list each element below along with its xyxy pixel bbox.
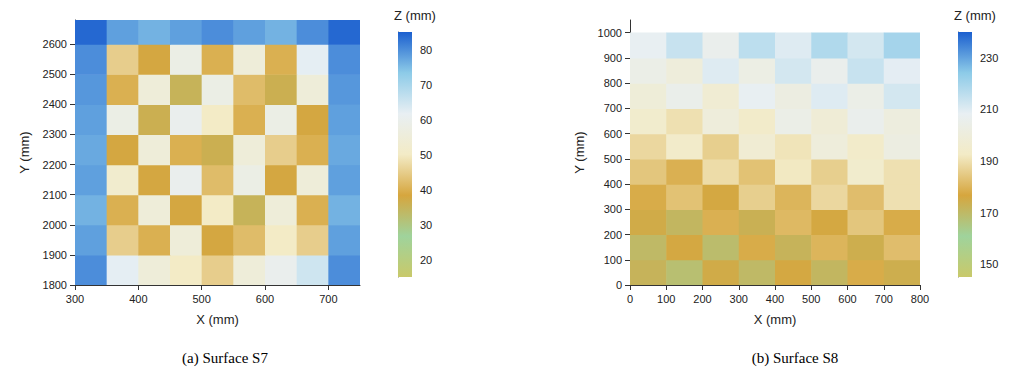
svg-text:200: 200 — [604, 229, 622, 241]
svg-text:600: 600 — [604, 128, 622, 140]
svg-text:800: 800 — [604, 77, 622, 89]
svg-text:2200: 2200 — [43, 159, 67, 171]
svg-text:20: 20 — [420, 254, 432, 266]
svg-text:500: 500 — [802, 293, 820, 305]
svg-text:Y (mm): Y (mm) — [572, 131, 587, 173]
svg-text:70: 70 — [420, 79, 432, 91]
svg-text:(a) Surface S7: (a) Surface S7 — [182, 350, 268, 367]
svg-text:600: 600 — [838, 293, 856, 305]
svg-text:Z (mm): Z (mm) — [954, 8, 996, 23]
svg-text:300: 300 — [66, 293, 84, 305]
svg-text:150: 150 — [980, 258, 998, 270]
svg-text:700: 700 — [319, 293, 337, 305]
svg-text:0: 0 — [627, 293, 633, 305]
svg-text:60: 60 — [420, 114, 432, 126]
svg-text:X (mm): X (mm) — [754, 312, 797, 327]
svg-text:400: 400 — [604, 178, 622, 190]
svg-text:1000: 1000 — [598, 27, 622, 39]
svg-text:2100: 2100 — [43, 189, 67, 201]
svg-text:30: 30 — [420, 219, 432, 231]
svg-text:400: 400 — [129, 293, 147, 305]
svg-text:700: 700 — [875, 293, 893, 305]
svg-text:230: 230 — [980, 52, 998, 64]
svg-text:400: 400 — [766, 293, 784, 305]
svg-text:600: 600 — [256, 293, 274, 305]
svg-text:210: 210 — [980, 103, 998, 115]
svg-text:900: 900 — [604, 52, 622, 64]
svg-text:Z (mm): Z (mm) — [394, 8, 436, 23]
svg-text:1800: 1800 — [43, 279, 67, 291]
svg-text:190: 190 — [980, 155, 998, 167]
svg-text:2000: 2000 — [43, 219, 67, 231]
svg-text:500: 500 — [192, 293, 210, 305]
svg-text:2500: 2500 — [43, 68, 67, 80]
svg-text:0: 0 — [616, 279, 622, 291]
svg-text:200: 200 — [693, 293, 711, 305]
svg-text:40: 40 — [420, 184, 432, 196]
svg-text:500: 500 — [604, 153, 622, 165]
svg-text:2400: 2400 — [43, 98, 67, 110]
svg-text:X (mm): X (mm) — [196, 312, 239, 327]
svg-text:1900: 1900 — [43, 249, 67, 261]
svg-text:100: 100 — [604, 254, 622, 266]
svg-text:2600: 2600 — [43, 38, 67, 50]
svg-text:80: 80 — [420, 44, 432, 56]
svg-text:800: 800 — [911, 293, 929, 305]
svg-text:2300: 2300 — [43, 128, 67, 140]
svg-text:100: 100 — [657, 293, 675, 305]
svg-text:300: 300 — [604, 203, 622, 215]
svg-text:Y (mm): Y (mm) — [17, 131, 32, 173]
svg-text:170: 170 — [980, 207, 998, 219]
svg-text:(b) Surface S8: (b) Surface S8 — [752, 350, 839, 367]
svg-text:300: 300 — [730, 293, 748, 305]
svg-text:700: 700 — [604, 102, 622, 114]
svg-text:50: 50 — [420, 149, 432, 161]
